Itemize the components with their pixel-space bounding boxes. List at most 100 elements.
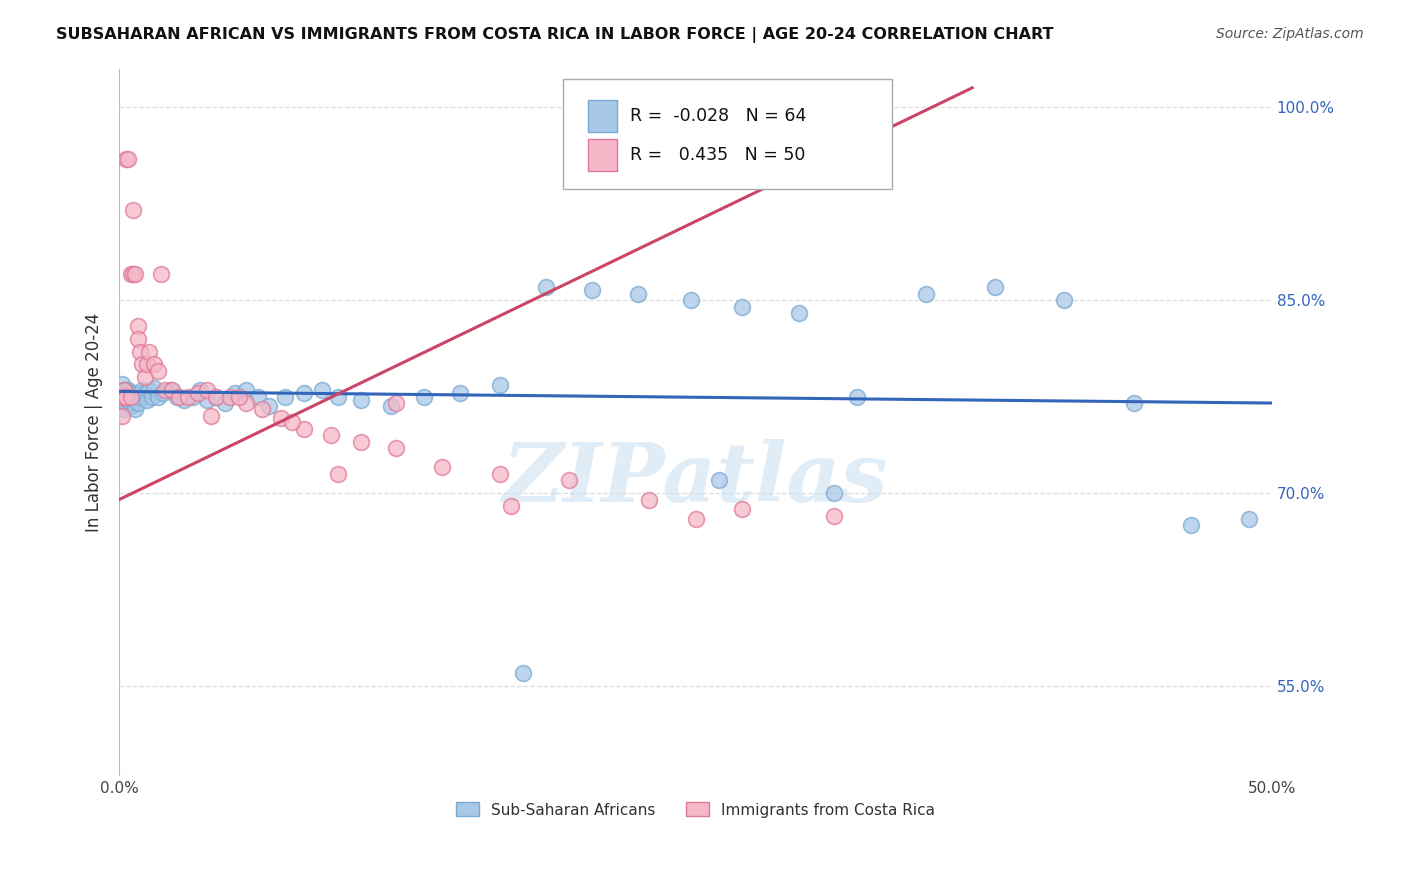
Point: [112, 402, 135, 417]
Point: [129, 344, 152, 359]
Point: [321, 428, 343, 442]
Bar: [588, 101, 617, 132]
Point: [120, 399, 142, 413]
Point: [173, 393, 195, 408]
Point: [1122, 396, 1144, 410]
Point: [328, 467, 350, 481]
Point: [534, 280, 557, 294]
Point: [124, 268, 146, 282]
Point: [1237, 512, 1260, 526]
Point: [581, 283, 603, 297]
Point: [115, 396, 138, 410]
Point: [188, 383, 211, 397]
Point: [142, 358, 165, 372]
Point: [235, 396, 257, 410]
Point: [350, 393, 373, 408]
Point: [115, 383, 138, 397]
Point: [328, 390, 350, 404]
Point: [115, 390, 138, 404]
Text: R =  -0.028   N = 64: R = -0.028 N = 64: [630, 107, 806, 125]
Point: [845, 390, 868, 404]
Point: [136, 358, 159, 372]
Point: [142, 381, 165, 395]
Point: [181, 390, 204, 404]
Point: [124, 402, 146, 417]
Point: [311, 383, 333, 397]
Point: [124, 393, 146, 408]
Point: [731, 300, 754, 314]
Point: [120, 268, 142, 282]
Point: [501, 499, 523, 513]
Point: [627, 286, 650, 301]
Point: [141, 390, 163, 404]
Point: [112, 390, 135, 404]
Point: [134, 370, 156, 384]
Point: [257, 399, 280, 413]
Point: [122, 268, 145, 282]
Point: [138, 344, 160, 359]
Point: [558, 473, 581, 487]
Point: [149, 268, 172, 282]
Point: [127, 385, 149, 400]
Point: [228, 390, 250, 404]
Point: [274, 390, 297, 404]
Point: [380, 399, 402, 413]
Point: [205, 390, 228, 404]
Point: [122, 202, 145, 217]
Point: [823, 509, 845, 524]
Point: [430, 460, 453, 475]
Point: [823, 486, 845, 500]
Point: [117, 383, 139, 397]
Point: [270, 411, 292, 425]
Point: [984, 280, 1007, 294]
Text: ZIPatlas: ZIPatlas: [503, 439, 889, 519]
Point: [246, 390, 269, 404]
Point: [679, 293, 702, 307]
Point: [707, 473, 730, 487]
Point: [120, 385, 142, 400]
Point: [110, 409, 132, 423]
Point: [488, 467, 510, 481]
Text: Source: ZipAtlas.com: Source: ZipAtlas.com: [1216, 27, 1364, 41]
Point: [1053, 293, 1076, 307]
Point: [915, 286, 938, 301]
Point: [110, 390, 132, 404]
Point: [162, 383, 184, 397]
Point: [148, 390, 170, 404]
Point: [638, 492, 661, 507]
Point: [187, 385, 209, 400]
Point: [685, 512, 707, 526]
Point: [127, 318, 149, 333]
Point: [731, 501, 754, 516]
Point: [205, 390, 228, 404]
Point: [166, 390, 188, 404]
Point: [112, 396, 135, 410]
Point: [117, 152, 139, 166]
Point: [488, 378, 510, 392]
Point: [127, 332, 149, 346]
Point: [129, 390, 152, 404]
Legend: Sub-Saharan Africans, Immigrants from Costa Rica: Sub-Saharan Africans, Immigrants from Co…: [449, 795, 943, 825]
Point: [281, 415, 304, 429]
Point: [350, 434, 373, 449]
Point: [148, 364, 170, 378]
Point: [110, 376, 132, 391]
Point: [159, 383, 181, 397]
Point: [115, 152, 138, 166]
Point: [112, 383, 135, 397]
Point: [112, 383, 135, 397]
Point: [292, 385, 315, 400]
Point: [122, 396, 145, 410]
Point: [117, 393, 139, 408]
Point: [214, 396, 236, 410]
Point: [120, 390, 142, 404]
Point: [385, 441, 408, 455]
Text: R =   0.435   N = 50: R = 0.435 N = 50: [630, 146, 806, 164]
Point: [449, 385, 471, 400]
Point: [789, 306, 811, 320]
Point: [136, 393, 159, 408]
FancyBboxPatch shape: [562, 79, 891, 189]
Point: [155, 383, 177, 397]
Point: [177, 390, 200, 404]
Point: [1180, 518, 1202, 533]
